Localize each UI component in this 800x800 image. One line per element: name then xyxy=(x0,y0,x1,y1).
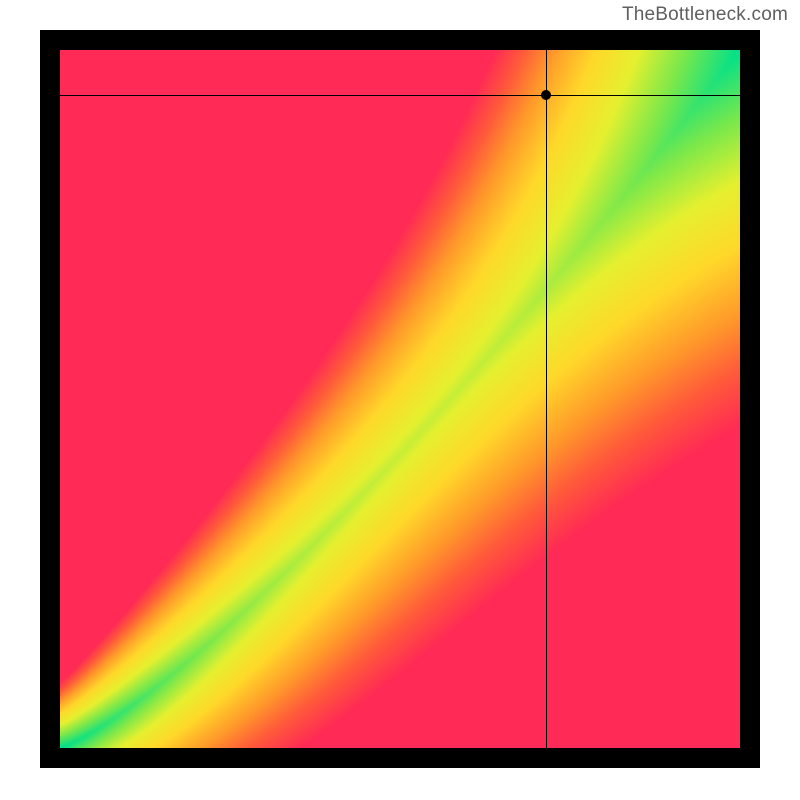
crosshair-horizontal xyxy=(60,95,740,96)
crosshair-vertical xyxy=(546,50,547,748)
root: TheBottleneck.com xyxy=(0,0,800,800)
crosshair-marker xyxy=(541,90,551,100)
heatmap-canvas xyxy=(60,50,740,748)
attribution-text: TheBottleneck.com xyxy=(622,4,788,26)
chart-frame xyxy=(40,30,760,768)
heatmap-region xyxy=(60,50,740,748)
